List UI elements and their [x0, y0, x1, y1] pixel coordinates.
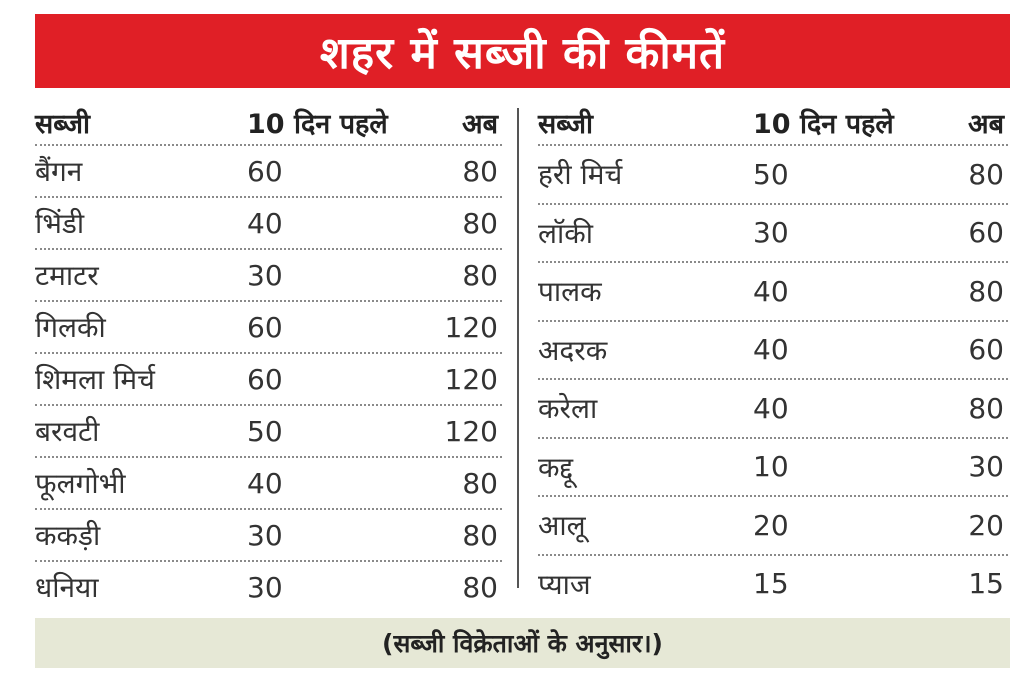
vegetable-name: टमाटर	[35, 259, 99, 292]
table-row: बरवटी 50 120	[35, 404, 502, 456]
price-before: 40	[753, 274, 789, 308]
vegetable-name: बरवटी	[35, 415, 100, 448]
vegetable-name: अदरक	[538, 333, 608, 367]
table-body: बैंगन 60 80 भिंडी 40 80 टमाटर 30 80 गिलकी 60 120 शिम…	[35, 144, 502, 612]
price-before: 30	[247, 518, 283, 552]
table-row: ककड़ी 30 80	[35, 508, 502, 560]
price-before: 60	[247, 362, 283, 396]
price-now: 80	[462, 570, 498, 604]
header-before: 10 दिन पहले	[247, 108, 388, 140]
price-before: 40	[753, 391, 789, 425]
table-row: शिमला मिर्च 60 120	[35, 352, 502, 404]
header-now: अब	[461, 108, 498, 140]
table-row: टमाटर 30 80	[35, 248, 502, 300]
vegetable-name: फूलगोभी	[35, 467, 126, 500]
price-before: 40	[247, 466, 283, 500]
price-now: 60	[968, 333, 1004, 367]
header-vegetable: सब्जी	[35, 108, 90, 140]
price-table-left: सब्जी 10 दिन पहले अब बैंगन 60 80 भिंडी 40 80 ट…	[35, 100, 502, 612]
header-vegetable: सब्जी	[538, 108, 593, 140]
table-row: धनिया 30 80	[35, 560, 502, 612]
price-before: 30	[753, 216, 789, 250]
page-title: शहर में सब्जी की कीमतें	[35, 14, 1010, 88]
price-now: 80	[462, 154, 498, 188]
price-now: 80	[968, 157, 1004, 191]
table-header: सब्जी 10 दिन पहले अब	[538, 100, 1008, 144]
price-now: 80	[462, 518, 498, 552]
table-row: भिंडी 40 80	[35, 196, 502, 248]
price-before: 40	[247, 206, 283, 240]
price-before: 15	[753, 567, 789, 601]
price-now: 60	[968, 216, 1004, 250]
price-before: 40	[753, 333, 789, 367]
price-now: 20	[968, 508, 1004, 542]
column-divider	[517, 108, 519, 588]
table-header: सब्जी 10 दिन पहले अब	[35, 100, 502, 144]
price-now: 15	[968, 567, 1004, 601]
vegetable-name: धनिया	[35, 571, 99, 604]
table-row: पालक 40 80	[538, 261, 1008, 320]
table-row: हरी मिर्च 50 80	[538, 144, 1008, 203]
price-now: 120	[444, 414, 498, 448]
table-row: कद्दू 10 30	[538, 436, 1008, 496]
table-row: अदरक 40 60	[538, 319, 1008, 379]
vegetable-name: प्याज	[538, 567, 591, 601]
table-row: गिलकी 60 120	[35, 300, 502, 352]
price-before: 30	[247, 258, 283, 292]
vegetable-name: कद्दू	[538, 450, 574, 484]
price-before: 60	[247, 154, 283, 188]
source-note: (सब्जी विक्रेताओं के अनुसार।)	[35, 618, 1010, 668]
price-before: 50	[753, 157, 789, 191]
price-now: 120	[444, 310, 498, 344]
vegetable-name: ककड़ी	[35, 519, 101, 552]
price-now: 80	[462, 466, 498, 500]
table-row: आलू 20 20	[538, 495, 1008, 554]
vegetable-name: बैंगन	[35, 155, 83, 188]
vegetable-name: लॉकी	[538, 216, 593, 250]
price-now: 80	[968, 274, 1004, 308]
price-before: 10	[753, 450, 789, 484]
vegetable-name: हरी मिर्च	[538, 158, 623, 192]
price-now: 30	[968, 450, 1004, 484]
vegetable-name: आलू	[538, 509, 586, 543]
vegetable-name: शिमला मिर्च	[35, 363, 155, 396]
table-row: करेला 40 80	[538, 378, 1008, 437]
vegetable-name: गिलकी	[35, 311, 106, 344]
price-now: 80	[462, 258, 498, 292]
price-now: 80	[968, 391, 1004, 425]
table-row: बैंगन 60 80	[35, 144, 502, 196]
table-row: फूलगोभी 40 80	[35, 456, 502, 508]
table-body: हरी मिर्च 50 80 लॉकी 30 60 पालक 40 80 अदरक 40 60 करे…	[538, 144, 1008, 612]
price-before: 60	[247, 310, 283, 344]
price-before: 50	[247, 414, 283, 448]
table-row: लॉकी 30 60	[538, 202, 1008, 262]
header-before: 10 दिन पहले	[753, 108, 894, 140]
price-before: 30	[247, 570, 283, 604]
header-now: अब	[967, 108, 1004, 140]
price-now: 120	[444, 362, 498, 396]
price-before: 20	[753, 508, 789, 542]
vegetable-name: पालक	[538, 275, 602, 309]
vegetable-name: करेला	[538, 392, 598, 426]
table-row: प्याज 15 15	[538, 553, 1008, 613]
price-table-right: सब्जी 10 दिन पहले अब हरी मिर्च 50 80 लॉकी 30…	[538, 100, 1008, 612]
vegetable-name: भिंडी	[35, 207, 85, 240]
price-now: 80	[462, 206, 498, 240]
